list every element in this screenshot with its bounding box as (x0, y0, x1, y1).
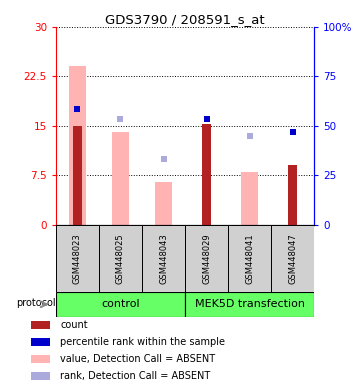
Bar (142, 225, 185, 292)
Bar (155, 182, 172, 225)
Text: value, Detection Call = ABSENT: value, Detection Call = ABSENT (60, 354, 215, 364)
Bar (31, 355, 50, 363)
Bar (185, 292, 314, 317)
Bar (31, 338, 50, 346)
Bar (56, 292, 185, 317)
Text: GSM448025: GSM448025 (116, 233, 125, 283)
Text: GSM448041: GSM448041 (245, 233, 254, 283)
Bar (69, 66, 86, 225)
Bar (241, 172, 258, 225)
Bar (288, 166, 297, 225)
Bar (228, 225, 271, 292)
Bar (202, 124, 211, 225)
Text: GSM448043: GSM448043 (159, 233, 168, 284)
Text: percentile rank within the sample: percentile rank within the sample (60, 337, 225, 347)
Bar (271, 225, 314, 292)
Text: GSM448023: GSM448023 (73, 233, 82, 284)
Text: protocol: protocol (16, 298, 55, 308)
Bar (56, 225, 99, 292)
Title: GDS3790 / 208591_s_at: GDS3790 / 208591_s_at (105, 13, 265, 26)
Text: GSM448047: GSM448047 (288, 233, 297, 284)
Bar (99, 225, 142, 292)
Bar (31, 321, 50, 329)
Bar (185, 225, 228, 292)
Text: count: count (60, 320, 88, 330)
Bar (73, 126, 82, 225)
Text: GSM448029: GSM448029 (202, 233, 211, 283)
Text: rank, Detection Call = ABSENT: rank, Detection Call = ABSENT (60, 371, 210, 381)
Bar (31, 372, 50, 380)
Bar (112, 132, 129, 225)
Text: control: control (101, 299, 140, 310)
Text: MEK5D transfection: MEK5D transfection (195, 299, 305, 310)
